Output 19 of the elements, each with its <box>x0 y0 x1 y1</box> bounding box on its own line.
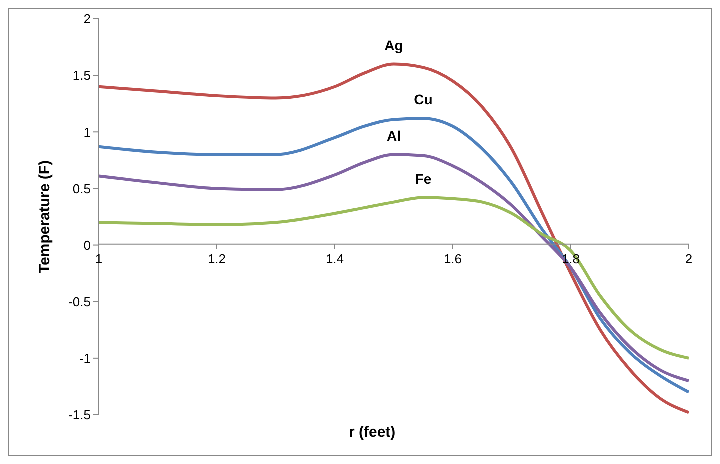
x-tick-label: 1.4 <box>326 251 344 266</box>
y-tick-label: 1 <box>84 124 91 140</box>
y-tick-label: -1 <box>79 351 91 366</box>
y-tick-label: -0.5 <box>68 294 91 310</box>
x-tick-label: 1.2 <box>208 251 226 266</box>
y-tick-label: 0.5 <box>72 181 91 196</box>
y-tick-label: 1.5 <box>72 68 91 84</box>
y-tick-label: 0 <box>84 238 91 253</box>
series-label: Cu <box>414 92 433 108</box>
x-axis-title: r (feet) <box>349 424 396 441</box>
x-tick-label: 1 <box>95 251 103 266</box>
y-tick-label: -1.5 <box>68 408 91 423</box>
x-tick-label: 1.6 <box>444 251 462 266</box>
series-label: Ag <box>384 37 404 54</box>
y-tick-label: 2 <box>84 12 91 27</box>
y-axis-title: Temperature (F) <box>36 160 54 274</box>
series-label: Al <box>387 128 401 144</box>
x-tick-label: 2 <box>685 251 693 266</box>
series-label: Fe <box>415 170 432 187</box>
